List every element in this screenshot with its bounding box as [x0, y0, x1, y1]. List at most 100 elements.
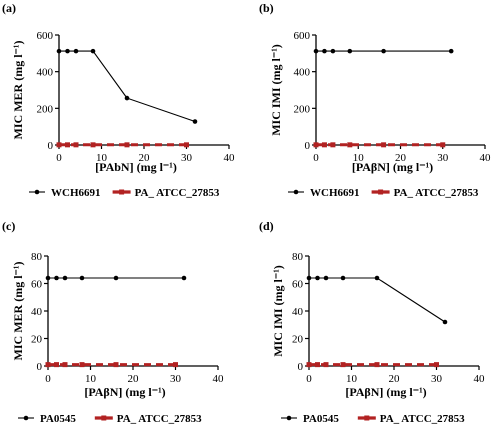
y-axis-title: MIC IMI (mg l⁻¹)	[269, 44, 283, 136]
data-point	[184, 142, 189, 148]
legend: PA0545 PA_ ATCC_27853	[18, 413, 202, 425]
data-point	[330, 142, 336, 148]
y-tick-label: 400	[37, 67, 54, 79]
y-tick-label: 0	[298, 361, 304, 373]
x-tick-label: 40	[474, 373, 486, 385]
data-point	[381, 142, 387, 148]
data-point	[322, 48, 327, 54]
y-tick-label: 200	[37, 103, 54, 115]
y-tick-label: 0	[48, 140, 54, 152]
y-tick-label: 80	[292, 251, 304, 263]
legend-label: WCH6691	[310, 187, 360, 199]
legend-label: PA_ ATCC_27853	[394, 187, 479, 199]
x-tick-label: 40	[480, 152, 492, 164]
legend: PA0545 PA_ ATCC_27853	[281, 413, 465, 425]
data-point	[56, 142, 62, 148]
data-point	[340, 362, 346, 368]
y-tick-label: 60	[292, 279, 304, 291]
legend-label: PA0545	[303, 413, 339, 425]
data-point	[113, 275, 119, 281]
y-tick-label: 600	[37, 30, 54, 42]
data-point	[56, 48, 62, 54]
data-point	[434, 362, 439, 368]
x-axis-title: [PAβN] (mg l⁻¹)	[84, 385, 165, 399]
data-point	[73, 142, 79, 148]
legend-marker	[34, 189, 40, 195]
data-point	[440, 142, 446, 148]
x-tick-label: 0	[45, 373, 51, 385]
x-tick-label: 10	[85, 373, 97, 385]
x-tick-label: 20	[139, 152, 151, 164]
x-tick-label: 30	[181, 152, 193, 164]
data-point	[315, 362, 320, 368]
data-point	[315, 275, 320, 281]
x-tick-label: 30	[437, 152, 449, 164]
data-point	[374, 275, 380, 281]
x-tick-label: 40	[224, 152, 236, 164]
y-axis-title: MIC MER (mg l⁻¹)	[11, 41, 25, 140]
y-tick-label: 80	[31, 251, 43, 263]
x-tick-label: 0	[56, 152, 62, 164]
data-point	[448, 48, 454, 54]
y-tick-label: 40	[31, 306, 43, 318]
legend-label: PA0545	[40, 413, 76, 425]
x-tick-label: 40	[213, 373, 225, 385]
legend-marker	[286, 415, 292, 421]
data-point	[313, 48, 319, 54]
x-tick-label: 10	[96, 152, 108, 164]
data-point	[381, 48, 386, 54]
x-tick-label: 0	[306, 373, 312, 385]
data-point	[306, 275, 312, 281]
legend-marker	[293, 189, 299, 195]
legend-marker	[101, 415, 107, 421]
y-tick-label: 60	[31, 279, 43, 291]
y-tick-label: 600	[294, 30, 311, 42]
data-point	[45, 275, 51, 281]
data-point	[113, 362, 119, 368]
legend: WCH6691 PA_ ATCC_27853	[29, 187, 220, 199]
legend-label: PA_ ATCC_27853	[380, 413, 465, 425]
x-axis-title: [PAbN] (mg l⁻¹)	[95, 160, 177, 174]
data-point	[321, 142, 327, 148]
data-point	[442, 319, 448, 325]
x-tick-label: 30	[431, 373, 443, 385]
data-point	[330, 48, 336, 54]
data-point	[347, 48, 353, 54]
x-axis-title: [PAβN] (mg l⁻¹)	[345, 385, 426, 399]
legend-label: PA_ ATCC_27853	[135, 187, 220, 199]
y-axis-title: MIC MER (mg l⁻¹)	[11, 262, 25, 361]
series-line-1	[59, 50, 196, 123]
x-tick-label: 10	[346, 373, 358, 385]
data-point	[65, 142, 70, 148]
data-point	[306, 362, 312, 368]
data-point	[62, 275, 68, 281]
y-tick-label: 20	[31, 334, 43, 346]
panel-label: (a)	[2, 1, 16, 15]
data-point	[173, 362, 178, 368]
x-tick-label: 20	[128, 373, 140, 385]
chart-panel-4: (d) 0 10 20 30 40 0 20 40 60 80 [PAβN] (mg l⁻¹) MIC …	[259, 219, 485, 425]
panel-label: (b)	[259, 1, 274, 15]
x-tick-label: 30	[170, 373, 182, 385]
data-point	[54, 275, 59, 281]
y-axis-title: MIC IMI (mg l⁻¹)	[271, 265, 285, 357]
legend: WCH6691 PA_ ATCC_27853	[288, 187, 479, 199]
y-tick-label: 20	[292, 334, 304, 346]
data-point	[45, 362, 51, 368]
data-point	[323, 275, 329, 281]
data-point	[340, 275, 346, 281]
y-tick-label: 200	[294, 103, 311, 115]
legend-marker	[119, 189, 125, 195]
data-point	[124, 95, 130, 101]
x-tick-label: 20	[395, 152, 407, 164]
series-line-1	[309, 277, 446, 323]
legend-marker	[364, 415, 370, 421]
data-point	[73, 48, 79, 54]
data-point	[323, 362, 329, 368]
chart-panel-3: (c) 0 10 20 30 40 0 20 40 60 80 [PAβN] (mg l⁻¹) MIC …	[2, 219, 224, 425]
data-point	[79, 362, 85, 368]
data-point	[192, 119, 198, 124]
panel-label: (d)	[259, 219, 274, 233]
